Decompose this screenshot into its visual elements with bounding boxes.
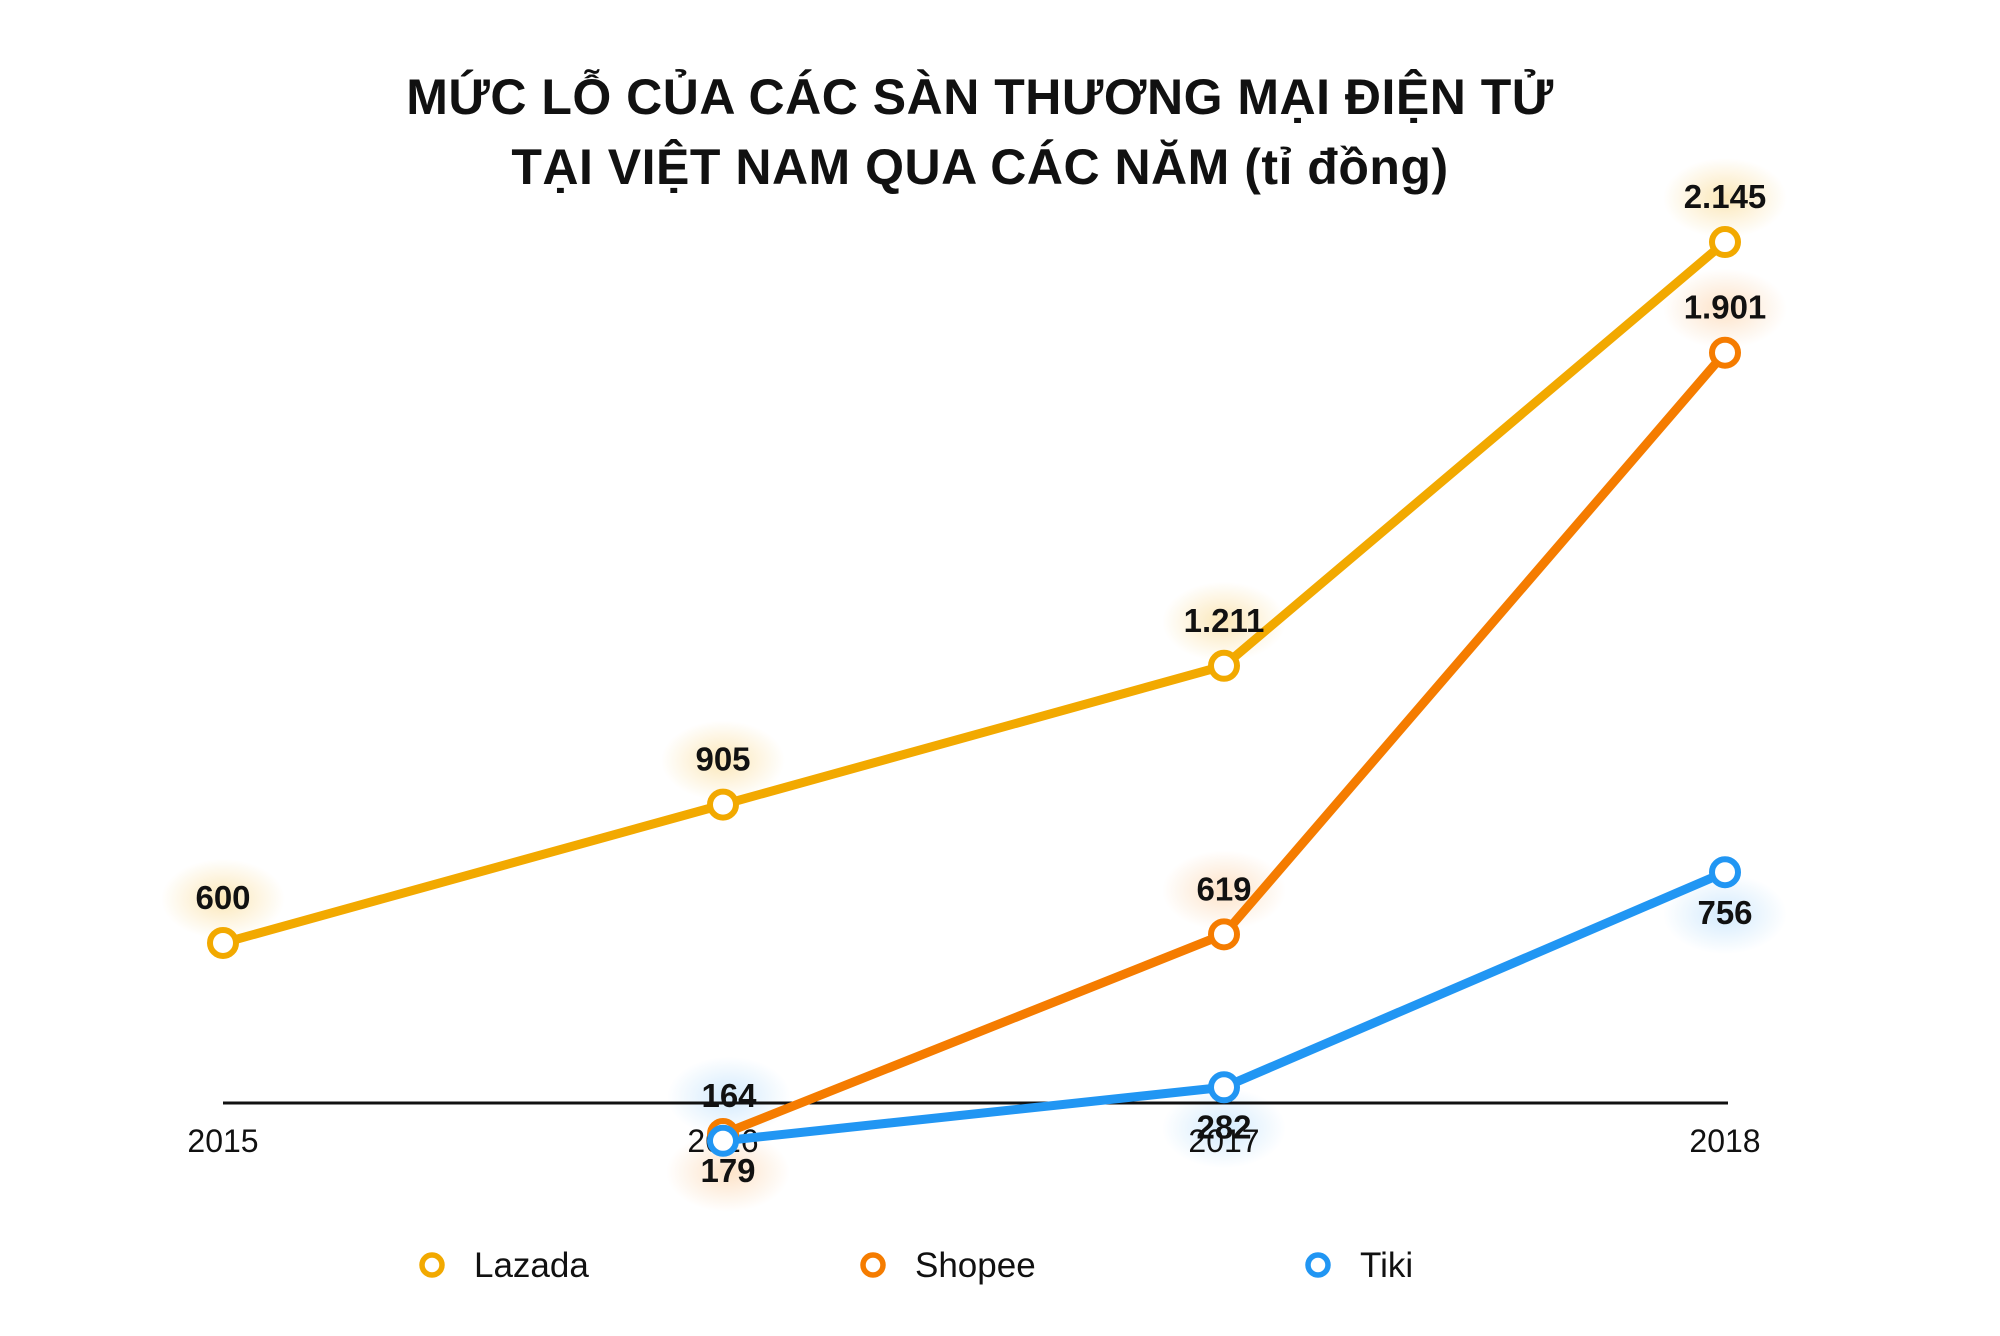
point-lazada-2017: [1208, 649, 1240, 682]
data-label-shopee-2017: 619: [1196, 870, 1251, 907]
point-tiki-2016: [707, 1124, 739, 1157]
data-label-tiki-2016: 164: [701, 1077, 757, 1114]
label-glow-shopee-2016: [666, 1131, 790, 1212]
data-label-shopee-2018: 1.901: [1684, 289, 1767, 326]
point-lazada-2015: [207, 926, 239, 959]
legend-marker-shopee: [860, 1252, 886, 1278]
point-tiki-2018: [1709, 856, 1741, 889]
data-label-tiki-2018: 756: [1697, 894, 1752, 931]
chart-title-line-2: TẠI VIỆT NAM QUA CÁC NĂM (tỉ đồng): [511, 139, 1449, 195]
label-glow-shopee-2017: [1162, 850, 1286, 931]
label-glow-lazada-2016: [661, 720, 785, 801]
data-label-lazada-2017: 1.211: [1184, 602, 1265, 639]
legend-label-lazada: Lazada: [474, 1246, 589, 1285]
data-label-lazada-2018: 2.145: [1684, 178, 1767, 215]
data-label-lazada-2015: 600: [195, 879, 250, 916]
legend-marker-tiki: [1305, 1252, 1331, 1278]
label-glow-lazada-2018: [1663, 158, 1787, 239]
legend-marker-lazada: [419, 1252, 445, 1278]
data-label-shopee-2016: 179: [700, 1152, 755, 1189]
chart-title-line-1: MỨC LỖ CỦA CÁC SÀN THƯƠNG MẠI ĐIỆN TỬ: [406, 69, 1554, 125]
series-line-shopee: [718, 348, 1730, 1139]
point-tiki-2017: [1208, 1071, 1240, 1104]
x-tick-label-2017: 2017: [1188, 1123, 1259, 1159]
label-glow-tiki-2018: [1663, 874, 1787, 955]
point-shopee-2017: [1208, 918, 1240, 951]
point-shopee-2018: [1709, 336, 1741, 369]
label-glow-tiki-2017: [1162, 1088, 1286, 1169]
point-lazada-2016: [707, 788, 739, 821]
data-label-lazada-2016: 905: [695, 741, 750, 778]
x-tick-label-2015: 2015: [187, 1123, 258, 1159]
label-glow-lazada-2015: [161, 858, 285, 939]
data-label-tiki-2017: 282: [1196, 1108, 1251, 1145]
legend-label-tiki: Tiki: [1360, 1246, 1413, 1285]
point-lazada-2018: [1709, 226, 1741, 259]
x-tick-label-2018: 2018: [1689, 1123, 1760, 1159]
series-line-lazada: [218, 237, 1730, 948]
legend-label-shopee: Shopee: [915, 1246, 1036, 1285]
label-glow-shopee-2018: [1663, 268, 1787, 349]
